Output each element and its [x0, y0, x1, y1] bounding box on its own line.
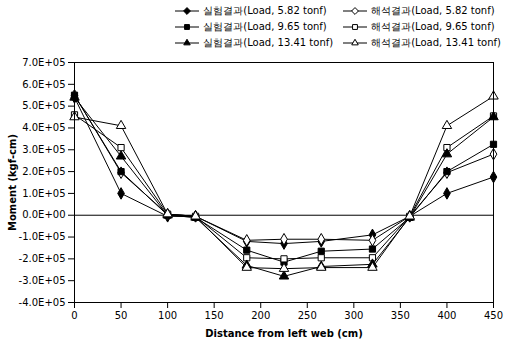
svg-text:450: 450: [484, 310, 503, 321]
html-text:해석결과(Load, 13.41 tonf): 해석결과(Load, 13.41 tonf): [371, 37, 501, 48]
svg-text:Distance from left web (cm): Distance from left web (cm): [205, 328, 363, 339]
svg-text:2.0E+05: 2.0E+05: [22, 166, 65, 177]
svg-text:250: 250: [298, 310, 317, 321]
svg-text:-4.0E+05: -4.0E+05: [19, 297, 66, 308]
svg-text:4.0E+05: 4.0E+05: [22, 122, 65, 133]
svg-text:0: 0: [71, 310, 77, 321]
svg-text:5.0E+05: 5.0E+05: [22, 100, 65, 111]
svg-text:350: 350: [391, 310, 410, 321]
html-text:해석결과(Load, 9.65 tonf): 해석결과(Load, 9.65 tonf): [371, 21, 495, 32]
svg-text:-1.0E+05: -1.0E+05: [19, 231, 66, 242]
svg-text:150: 150: [205, 310, 224, 321]
svg-text:400: 400: [437, 310, 456, 321]
html-text:실험결과(Load, 5.82 tonf): 실험결과(Load, 5.82 tonf): [203, 5, 327, 16]
svg-text:-3.0E+05: -3.0E+05: [19, 275, 66, 286]
svg-text:100: 100: [158, 310, 177, 321]
svg-text:6.0E+05: 6.0E+05: [22, 79, 65, 90]
svg-text:7.0E+05: 7.0E+05: [22, 57, 65, 68]
svg-text:300: 300: [344, 310, 363, 321]
html-text:실험결과(Load, 13.41 tonf): 실험결과(Load, 13.41 tonf): [203, 37, 334, 48]
svg-text:3.0E+05: 3.0E+05: [22, 144, 65, 155]
html-text:실험결과(Load, 9.65 tonf): 실험결과(Load, 9.65 tonf): [203, 21, 327, 32]
html-text:해석결과(Load, 5.82 tonf): 해석결과(Load, 5.82 tonf): [371, 5, 495, 16]
svg-text:1.0E+05: 1.0E+05: [22, 188, 65, 199]
svg-text:-2.0E+05: -2.0E+05: [19, 253, 66, 264]
svg-text:50: 50: [115, 310, 128, 321]
svg-text:Moment (kgf-cm): Moment (kgf-cm): [7, 134, 18, 231]
svg-text:0.0E+00: 0.0E+00: [22, 209, 65, 220]
svg-text:200: 200: [251, 310, 270, 321]
